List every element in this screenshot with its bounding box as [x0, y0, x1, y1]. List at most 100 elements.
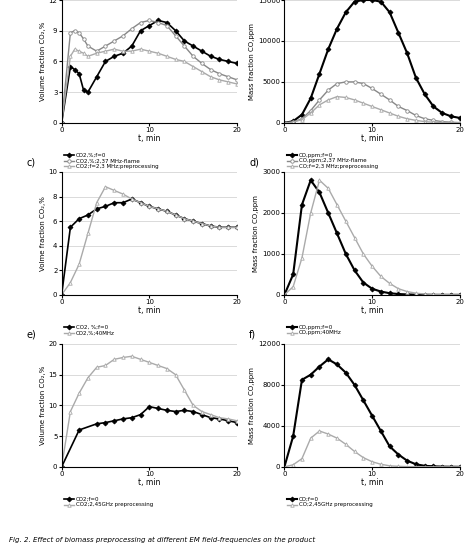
CO2,%;2,37 MHz-flame — [102, 43, 108, 49]
Y-axis label: Mass fraction CO,ppm: Mass fraction CO,ppm — [249, 367, 255, 444]
CO;f=0 — [334, 361, 340, 368]
CO2;2,45GHz preprocessing — [94, 364, 100, 371]
CO2, %;f=0 — [102, 203, 108, 210]
CO,ppm;f=0 — [334, 26, 340, 32]
CO2, %;f=0 — [137, 199, 143, 206]
CO,ppm;40MHz — [430, 291, 436, 298]
CO;f=0 — [395, 451, 401, 458]
CO;f=0 — [360, 397, 366, 403]
CO2,%;2,37 MHz-flame — [76, 29, 82, 36]
CO,ppm;2,37 MHz-flame — [308, 108, 314, 114]
CO,ppm;f=0 — [387, 9, 392, 16]
CO;f=0 — [290, 433, 296, 440]
CO;f=2,3 MHz;preprocessing — [299, 116, 305, 123]
CO,ppm;40MHz — [360, 251, 366, 257]
Y-axis label: Volume fraction CO₂,%: Volume fraction CO₂,% — [40, 366, 46, 445]
X-axis label: t, min: t, min — [138, 306, 161, 316]
CO2,%;2,37 MHz-flame — [199, 60, 205, 67]
CO2,%;40MHz — [217, 224, 222, 230]
CO2;f=0 — [102, 419, 108, 426]
CO;2,45GHz preprocessing — [299, 455, 305, 462]
CO;f=0 — [457, 464, 463, 470]
CO,ppm;f=0 — [448, 292, 454, 298]
CO2, %;f=0 — [94, 206, 100, 212]
CO,ppm;f=0 — [282, 292, 287, 298]
CO2,%;40MHz — [59, 292, 64, 298]
CO2,%;2,37 MHz-flame — [155, 19, 161, 26]
Y-axis label: Mass fraction CO,ppm: Mass fraction CO,ppm — [254, 195, 259, 272]
CO2,%;2,37 MHz-flame — [164, 22, 170, 29]
CO,ppm;f=0 — [325, 210, 331, 216]
CO;2,45GHz preprocessing — [334, 435, 340, 441]
CO,ppm;f=0 — [422, 292, 428, 298]
CO;2,45GHz preprocessing — [352, 448, 357, 455]
Legend: CO2, %;f=0, CO2,%;40MHz: CO2, %;f=0, CO2,%;40MHz — [64, 325, 115, 335]
CO2;f=0 — [76, 427, 82, 434]
CO;f=2,3 MHz;preprocessing — [334, 93, 340, 100]
CO2, %;f=0 — [68, 224, 73, 230]
CO,ppm;40MHz — [413, 290, 419, 296]
CO;2,45GHz preprocessing — [430, 464, 436, 470]
CO2;2,45GHz preprocessing — [234, 418, 240, 424]
CO2, %;f=0 — [234, 224, 240, 230]
CO2,%;2,37 MHz-flame — [94, 48, 100, 55]
CO2,%;f=0 — [173, 27, 178, 34]
CO2;2,45GHz preprocessing — [190, 402, 196, 408]
Line: CO;f=2,3 MHz;preprocessing: CO;f=2,3 MHz;preprocessing — [283, 95, 462, 124]
CO2;f=0 — [199, 411, 205, 418]
CO;f=2,3 MHz;preprocessing — [378, 106, 383, 113]
CO,ppm;2,37 MHz-flame — [369, 85, 375, 92]
CO;f=0 — [378, 428, 383, 434]
X-axis label: t, min: t, min — [361, 134, 383, 144]
CO,ppm;2,37 MHz-flame — [378, 91, 383, 98]
CO2, %;f=0 — [155, 206, 161, 212]
CO;2,45GHz preprocessing — [387, 462, 392, 469]
CO,ppm;f=0 — [369, 286, 375, 292]
CO,ppm;f=0 — [457, 292, 463, 298]
CO,ppm;f=0 — [352, 267, 357, 274]
CO,ppm;f=0 — [299, 201, 305, 208]
CO2;f=2,3 MHz;preprocessing — [85, 53, 91, 60]
CO2,%;40MHz — [76, 261, 82, 268]
CO,ppm;f=0 — [308, 95, 314, 102]
CO2,%;2,37 MHz-flame — [182, 43, 187, 49]
CO2,%;f=0 — [137, 27, 143, 34]
CO,ppm;40MHz — [439, 292, 445, 298]
CO2;f=2,3 MHz;preprocessing — [137, 46, 143, 52]
CO,ppm;f=0 — [439, 110, 445, 116]
CO;f=2,3 MHz;preprocessing — [343, 94, 348, 100]
CO,ppm;2,37 MHz-flame — [299, 116, 305, 122]
CO2,%;2,37 MHz-flame — [59, 120, 64, 126]
CO,ppm;f=0 — [352, 0, 357, 5]
CO,ppm;f=0 — [378, 0, 383, 5]
CO2;f=2,3 MHz;preprocessing — [59, 120, 64, 126]
CO2,%;2,37 MHz-flame — [234, 76, 240, 83]
CO,ppm;f=0 — [404, 50, 410, 57]
CO2;f=0 — [59, 464, 64, 470]
CO2;2,45GHz preprocessing — [129, 353, 135, 359]
CO2;2,45GHz preprocessing — [164, 365, 170, 372]
CO2;f=2,3 MHz;preprocessing — [129, 48, 135, 55]
Line: CO,ppm;2,37 MHz-flame: CO,ppm;2,37 MHz-flame — [283, 80, 462, 124]
CO2,%;2,37 MHz-flame — [68, 29, 73, 36]
CO,ppm;f=0 — [299, 111, 305, 118]
CO,ppm;40MHz — [395, 286, 401, 292]
CO2, %;f=0 — [199, 220, 205, 227]
CO,ppm;2,37 MHz-flame — [343, 79, 348, 85]
CO,ppm;40MHz — [343, 218, 348, 224]
CO2,%;40MHz — [234, 224, 240, 230]
CO2,%;f=0 — [102, 58, 108, 65]
CO,ppm;2,37 MHz-flame — [290, 119, 296, 126]
CO2, %;f=0 — [146, 203, 152, 210]
CO2,%;f=0 — [72, 67, 78, 73]
CO;f=2,3 MHz;preprocessing — [308, 110, 314, 116]
CO;2,45GHz preprocessing — [369, 459, 375, 465]
CO,ppm;2,37 MHz-flame — [413, 112, 419, 119]
CO2;f=0 — [173, 408, 178, 415]
CO2,%;40MHz — [208, 223, 213, 229]
CO,ppm;f=0 — [395, 29, 401, 36]
CO2;f=2,3 MHz;preprocessing — [190, 63, 196, 70]
CO,ppm;f=0 — [334, 230, 340, 237]
CO,ppm;f=0 — [343, 9, 348, 16]
CO2;f=0 — [182, 407, 187, 414]
